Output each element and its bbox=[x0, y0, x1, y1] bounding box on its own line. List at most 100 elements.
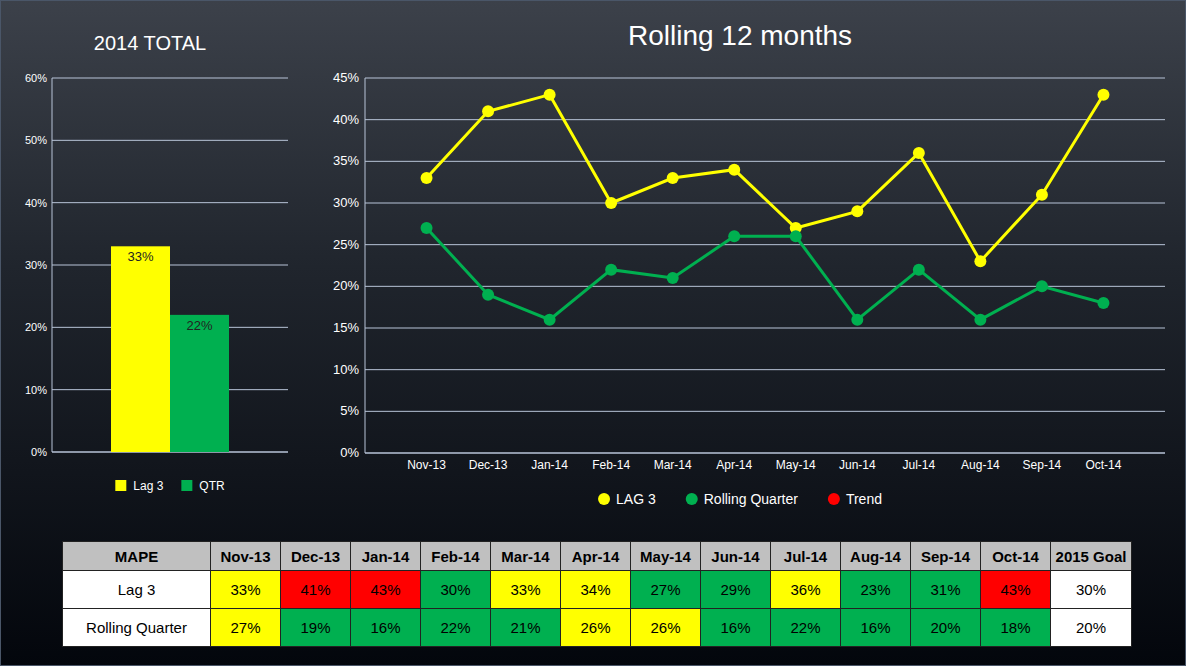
y-tick-label: 5% bbox=[340, 403, 359, 418]
chart-title: Rolling 12 months bbox=[628, 20, 852, 51]
grid-line bbox=[52, 140, 288, 141]
marker bbox=[667, 172, 679, 184]
table-cell: 33% bbox=[211, 571, 281, 609]
marker bbox=[605, 264, 617, 276]
y-axis-line bbox=[365, 78, 366, 453]
table-cell: 23% bbox=[841, 571, 911, 609]
grid-line bbox=[365, 328, 1165, 329]
table-row: Lag 333%41%43%30%33%34%27%29%36%23%31%43… bbox=[63, 571, 1132, 609]
marker bbox=[482, 105, 494, 117]
y-tick-label: 10% bbox=[25, 384, 47, 396]
marker bbox=[851, 205, 863, 217]
table-cell: 16% bbox=[351, 609, 421, 647]
line-chart: Rolling 12 months0%5%10%15%20%25%30%35%4… bbox=[333, 20, 1165, 507]
table-cell: 30% bbox=[1051, 571, 1132, 609]
x-tick-label: Nov-13 bbox=[407, 458, 446, 472]
data-label: 22% bbox=[186, 318, 212, 333]
x-tick-label: Jun-14 bbox=[839, 458, 876, 472]
table-cell: 43% bbox=[981, 571, 1051, 609]
legend: LAG 3 Rolling Quarter Trend bbox=[598, 491, 882, 507]
legend-symbol bbox=[181, 480, 192, 491]
y-tick-label: 30% bbox=[25, 259, 47, 271]
grid-line bbox=[52, 78, 288, 79]
marker bbox=[851, 314, 863, 326]
table-cell: 18% bbox=[981, 609, 1051, 647]
marker bbox=[544, 314, 556, 326]
grid-line bbox=[365, 119, 1165, 120]
table-cell: 16% bbox=[841, 609, 911, 647]
table-cell: 31% bbox=[911, 571, 981, 609]
table-cell: 20% bbox=[1051, 609, 1132, 647]
marker bbox=[667, 272, 679, 284]
y-tick-label: 40% bbox=[25, 197, 47, 209]
header-cell: Jan-14 bbox=[351, 542, 421, 571]
table-cell: 22% bbox=[771, 609, 841, 647]
plot-area bbox=[421, 89, 1110, 326]
header-cell: Dec-13 bbox=[281, 542, 351, 571]
table-cell: 30% bbox=[421, 571, 491, 609]
grid-line bbox=[365, 411, 1165, 412]
y-tick-label: 0% bbox=[340, 445, 359, 460]
marker bbox=[974, 255, 986, 267]
y-tick-label: 35% bbox=[333, 153, 359, 168]
legend-item: Trend bbox=[828, 491, 882, 507]
grid-line bbox=[52, 202, 288, 203]
row-label: Rolling Quarter bbox=[63, 609, 211, 647]
marker bbox=[421, 222, 433, 234]
header-cell: Jul-14 bbox=[771, 542, 841, 571]
header-cell: May-14 bbox=[631, 542, 701, 571]
x-tick-label: Sep-14 bbox=[1023, 458, 1062, 472]
marker bbox=[728, 164, 740, 176]
marker bbox=[790, 230, 802, 242]
plot-area bbox=[111, 246, 229, 452]
marker bbox=[421, 172, 433, 184]
x-tick-label: Feb-14 bbox=[592, 458, 630, 472]
legend-item: Rolling Quarter bbox=[686, 491, 798, 507]
marker bbox=[728, 230, 740, 242]
legend-label: LAG 3 bbox=[616, 491, 656, 507]
grid-line bbox=[365, 369, 1165, 370]
y-tick-label: 25% bbox=[333, 237, 359, 252]
x-tick-label: Apr-14 bbox=[716, 458, 752, 472]
row-label: Lag 3 bbox=[63, 571, 211, 609]
y-tick-label: 0% bbox=[31, 446, 47, 458]
legend-symbol bbox=[828, 493, 840, 505]
table-cell: 41% bbox=[281, 571, 351, 609]
x-tick-label: Jul-14 bbox=[903, 458, 936, 472]
bar bbox=[170, 315, 229, 452]
bar-chart: 2014 TOTAL0%10%20%30%40%50%60%33%22%Lag … bbox=[25, 32, 288, 493]
header-cell: Sep-14 bbox=[911, 542, 981, 571]
table-cell: 43% bbox=[351, 571, 421, 609]
header-row: MAPENov-13Dec-13Jan-14Feb-14Mar-14Apr-14… bbox=[63, 542, 1132, 571]
header-cell: Aug-14 bbox=[841, 542, 911, 571]
table-cell: 27% bbox=[631, 571, 701, 609]
grid-line bbox=[365, 203, 1165, 204]
header-cell: Apr-14 bbox=[561, 542, 631, 571]
y-tick-label: 20% bbox=[25, 321, 47, 333]
legend-label: Lag 3 bbox=[133, 479, 163, 493]
bar bbox=[111, 246, 170, 452]
y-tick-label: 30% bbox=[333, 195, 359, 210]
marker bbox=[974, 314, 986, 326]
table-cell: 21% bbox=[491, 609, 561, 647]
x-tick-label: Dec-13 bbox=[469, 458, 508, 472]
legend-label: Rolling Quarter bbox=[704, 491, 798, 507]
header-cell: Feb-14 bbox=[421, 542, 491, 571]
data-labels: 33%22% bbox=[127, 249, 212, 333]
y-tick-label: 40% bbox=[333, 112, 359, 127]
y-axis: 0%5%10%15%20%25%30%35%40%45% bbox=[333, 70, 1165, 460]
header-cell: 2015 Goal bbox=[1051, 542, 1132, 571]
x-tick-label: Jan-14 bbox=[531, 458, 568, 472]
y-tick-label: 15% bbox=[333, 320, 359, 335]
legend-symbol bbox=[598, 493, 610, 505]
table-cell: 33% bbox=[491, 571, 561, 609]
table-cell: 26% bbox=[561, 609, 631, 647]
line bbox=[427, 228, 1104, 320]
table-cell: 29% bbox=[701, 571, 771, 609]
y-tick-label: 20% bbox=[333, 278, 359, 293]
x-axis-line bbox=[365, 453, 1165, 454]
table-cell: 19% bbox=[281, 609, 351, 647]
marker bbox=[1036, 280, 1048, 292]
table-cell: 22% bbox=[421, 609, 491, 647]
marker bbox=[1097, 297, 1109, 309]
